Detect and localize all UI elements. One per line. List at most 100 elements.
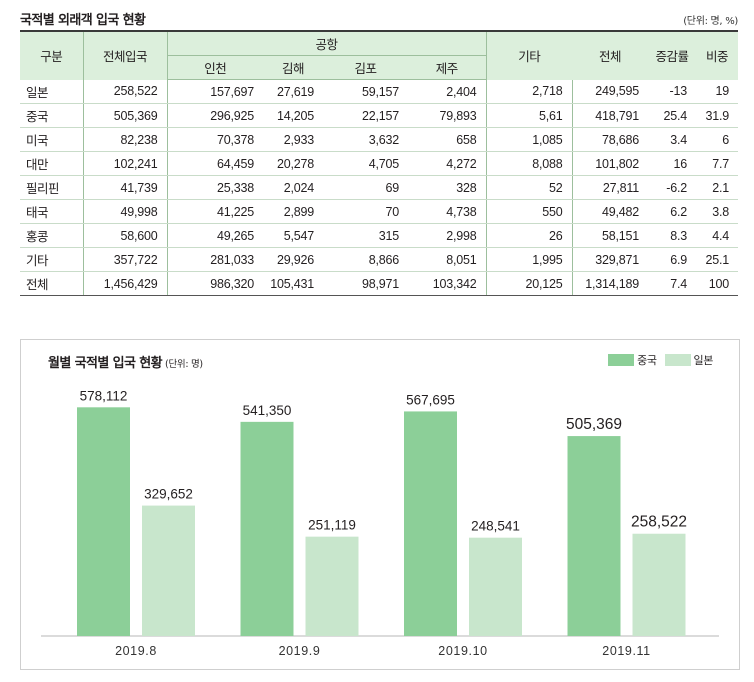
table-cell: 8,088: [485, 151, 573, 176]
bar-chart: 578,112 329,652 2019.8 541,350 251,119 2019.9…: [41, 388, 719, 658]
table-cell: 329,871: [571, 247, 649, 272]
bar-japan-2019.11: [632, 533, 686, 636]
x-tick-label: 2019.11: [602, 644, 650, 658]
table-cell: 3.8: [696, 199, 739, 224]
bar-china-2019.8: [77, 407, 130, 636]
table-cell: 2,899: [263, 199, 323, 224]
table-cell: 78,686: [571, 127, 649, 152]
table-cell: 25.4: [648, 103, 697, 128]
row-label: 홍콩: [20, 223, 83, 248]
bar-china-2019.9: [240, 421, 294, 636]
bar-value-label: 248,541: [471, 519, 520, 534]
col-header-other: 기타: [485, 30, 573, 80]
table-cell: 26: [485, 223, 573, 248]
row-label: 중국: [20, 103, 83, 128]
table-cell: 296,925: [166, 103, 263, 128]
bar-value-label: 567,695: [406, 392, 455, 407]
table-cell: 41,739: [82, 175, 167, 200]
table-cell: 258,522: [82, 79, 167, 104]
table-cell: 98,971: [323, 271, 408, 296]
table-cell: -13: [648, 79, 697, 104]
table-cell: 70: [323, 199, 408, 224]
legend-swatch-japan: [664, 354, 691, 366]
table-cell: 8.3: [648, 223, 697, 248]
bar-china-2019.11: [567, 436, 621, 636]
x-tick-label: 2019.9: [279, 644, 321, 658]
table-cell: 31.9: [696, 103, 739, 128]
table-cell: 103,342: [408, 271, 487, 296]
row-label: 태국: [20, 199, 83, 224]
col-header-change-rate: 증감률: [648, 30, 697, 80]
table-cell: 52: [485, 175, 573, 200]
table-cell: 64,459: [166, 151, 263, 176]
bar-value-label: 578,112: [80, 388, 128, 403]
table-cell: 14,205: [263, 103, 323, 128]
col-header-gimpo: 김포: [323, 55, 408, 80]
col-header-share: 비중: [696, 30, 739, 80]
legend-swatch-china: [608, 354, 635, 366]
table-cell: 550: [485, 199, 573, 224]
monthly-chart-panel: 월별 국적별 입국 현황 (단위: 명) 중국 일본 578,112 329,652…: [20, 339, 740, 670]
bar-value-label: 541,350: [243, 403, 292, 418]
row-label: 미국: [20, 127, 83, 152]
table-cell: 157,697: [166, 79, 263, 104]
table-cell: 7.7: [696, 151, 739, 176]
col-header-airport-group: 공항: [166, 30, 487, 56]
table-cell: 1,085: [485, 127, 573, 152]
bar-china-2019.10: [404, 411, 457, 636]
col-header-category: 구분: [20, 30, 83, 80]
table-cell: 2,024: [263, 175, 323, 200]
row-label: 전체: [20, 271, 83, 296]
col-header-incheon: 인천: [166, 55, 263, 80]
table-cell: 41,225: [166, 199, 263, 224]
table-cell: 328: [408, 175, 487, 200]
table-cell: 82,238: [82, 127, 167, 152]
table-row: 일본 258,522 157,697 27,619 59,157 2,404 2,718 24…: [20, 79, 739, 104]
table-cell: 19: [696, 79, 739, 104]
table-cell: 101,802: [571, 151, 649, 176]
table-cell: 49,998: [82, 199, 167, 224]
table-cell: 49,265: [166, 223, 263, 248]
table-cell: 20,125: [485, 271, 573, 296]
table-cell: 1,995: [485, 247, 573, 272]
table-cell: 4.4: [696, 223, 739, 248]
bar-value-label: 505,369: [566, 416, 622, 433]
row-label: 기타: [20, 247, 83, 272]
table-cell: 58,600: [82, 223, 167, 248]
table-cell: 1,456,429: [82, 271, 167, 296]
row-label: 대만: [20, 151, 83, 176]
table-cell: 16: [648, 151, 697, 176]
table-cell: 2.1: [696, 175, 739, 200]
table-cell: 6: [696, 127, 739, 152]
bar-japan-2019.8: [142, 505, 195, 636]
table-cell: 2,933: [263, 127, 323, 152]
legend-item-china: 중국: [608, 352, 657, 368]
table-cell: 27,619: [263, 79, 323, 104]
table-cell: 4,738: [408, 199, 487, 224]
table-cell: 4,705: [323, 151, 408, 176]
table-cell: 6.9: [648, 247, 697, 272]
table-cell: 69: [323, 175, 408, 200]
bar-japan-2019.9: [305, 536, 359, 636]
table-cell: 7.4: [648, 271, 697, 296]
table-cell: 2,998: [408, 223, 487, 248]
table-cell: 2,718: [485, 79, 573, 104]
col-header-total-entry: 전체입국: [82, 30, 167, 80]
bar-value-label: 329,652: [144, 487, 193, 502]
chart-unit: (단위: 명): [165, 359, 203, 370]
col-header-jeju: 제주: [408, 55, 487, 80]
table-cell: 986,320: [166, 271, 263, 296]
table-cell: 29,926: [263, 247, 323, 272]
table-cell: 1,314,189: [571, 271, 649, 296]
table-cell: 58,151: [571, 223, 649, 248]
table-cell: 79,893: [408, 103, 487, 128]
chart-legend: 중국 일본: [600, 352, 713, 368]
table-row: 미국 82,238 70,378 2,933 3,632 658 1,085 78,686 3.…: [20, 127, 739, 152]
table-cell: 5,61: [485, 103, 573, 128]
table-row: 기타 357,722 281,033 29,926 8,866 8,051 1,995 329…: [20, 247, 739, 272]
col-header-total: 전체: [572, 30, 649, 80]
table-row: 필리핀 41,739 25,338 2,024 69 328 52 27,811 -6.2 2.1: [20, 175, 739, 200]
table-cell: 357,722: [82, 247, 167, 272]
table-cell: 105,431: [263, 271, 323, 296]
table-title: 국적별 외래객 입국 현황: [20, 13, 146, 28]
